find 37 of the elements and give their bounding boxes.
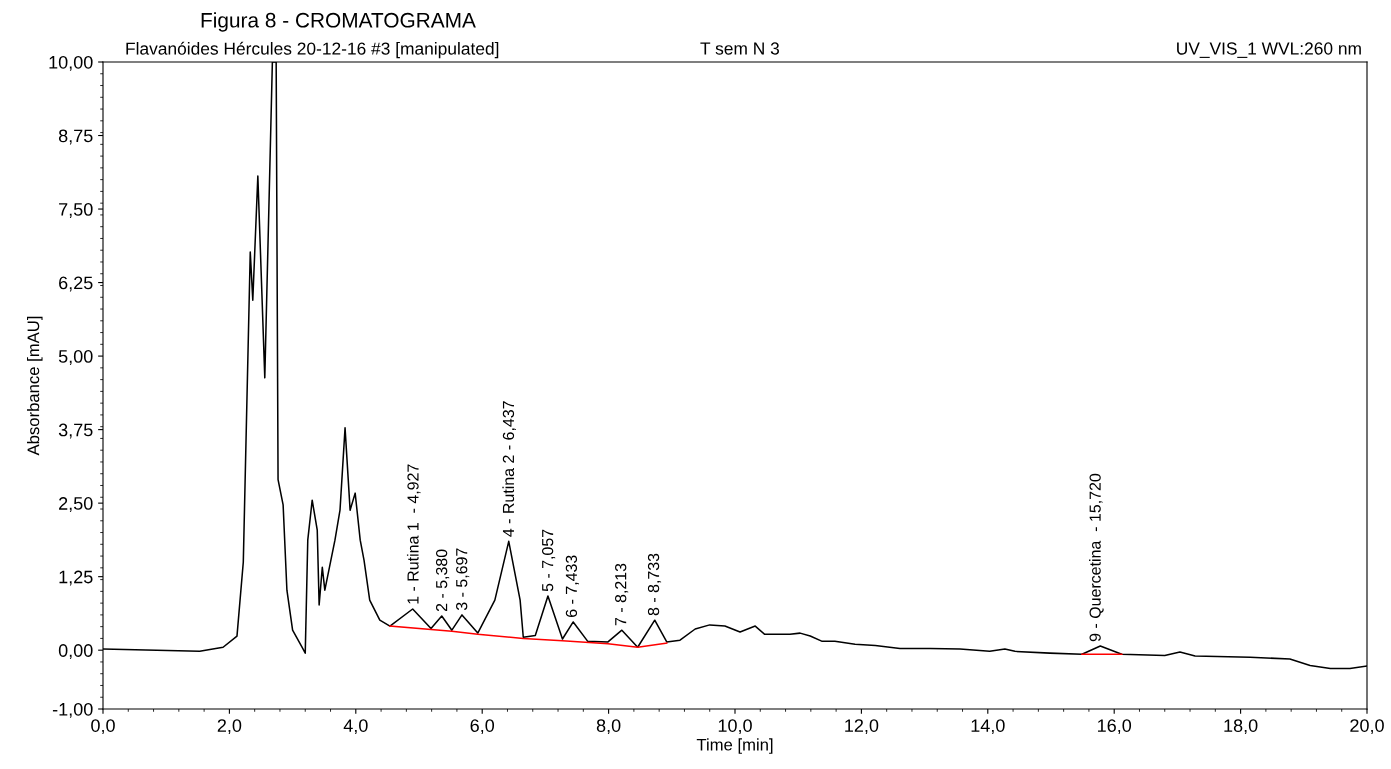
y-tick-label: 2,50 bbox=[59, 497, 93, 512]
annotation: 8 - 8,733 bbox=[647, 553, 662, 616]
x-tick-label: 16,0 bbox=[1098, 719, 1132, 735]
x-tick-label: 12,0 bbox=[845, 719, 879, 735]
line-series bbox=[389, 625, 668, 649]
annotation: 9 - Quercetina - 15,720 bbox=[1089, 473, 1104, 642]
y-tick-label: 6,25 bbox=[59, 276, 93, 292]
annotation: 2 - 5,380 bbox=[435, 549, 450, 612]
annotation: 7 - 8,213 bbox=[615, 563, 629, 626]
annotation: 4 - Rutina 2 - 6,437 bbox=[502, 401, 516, 537]
x-tick-label: 6,0 bbox=[470, 719, 495, 735]
y-axis-title: Absorbance [mAU] bbox=[27, 316, 43, 456]
y-tick-label: 1,25 bbox=[59, 570, 93, 586]
y-tick-label: 7,50 bbox=[59, 202, 93, 218]
x-axis-title: Time [min] bbox=[696, 738, 773, 754]
annotation: 3 - 5,697 bbox=[456, 548, 470, 611]
y-tick-label: 3,75 bbox=[58, 423, 93, 439]
x-tick-label: 20,0 bbox=[1350, 719, 1384, 735]
y-tick-label: 8,75 bbox=[58, 129, 93, 145]
x-tick-label: 8,0 bbox=[596, 719, 621, 735]
x-tick-label: 18,0 bbox=[1224, 719, 1258, 735]
text: UV_VIS_1 WVL:260 nm bbox=[1177, 42, 1361, 58]
text: Flavanóides Hércules 20-12-16 #3 [manipulated] bbox=[126, 41, 499, 59]
text: T sem N 3 bbox=[700, 42, 779, 55]
x-tick-label: 14,0 bbox=[971, 719, 1005, 735]
x-tick-label: 0,0 bbox=[91, 719, 115, 735]
annotation: 5 - 7,057 bbox=[541, 529, 556, 592]
y-tick-label: 10,00 bbox=[49, 55, 93, 71]
chart-title: Figura 8 - CROMATOGRAMA bbox=[201, 12, 476, 32]
y-tick-label: 0,00 bbox=[58, 644, 93, 660]
annotation: 6 - 7,433 bbox=[565, 555, 579, 617]
annotation: 1 - Rutina 1 - 4,927 bbox=[406, 464, 421, 604]
x-tick-label: 2,0 bbox=[217, 719, 242, 735]
x-tick-label: 4,0 bbox=[343, 719, 368, 735]
y-tick-label: -1,00 bbox=[52, 702, 93, 718]
y-tick-label: 5,00 bbox=[58, 350, 93, 365]
x-tick-label: 10,0 bbox=[718, 719, 752, 735]
